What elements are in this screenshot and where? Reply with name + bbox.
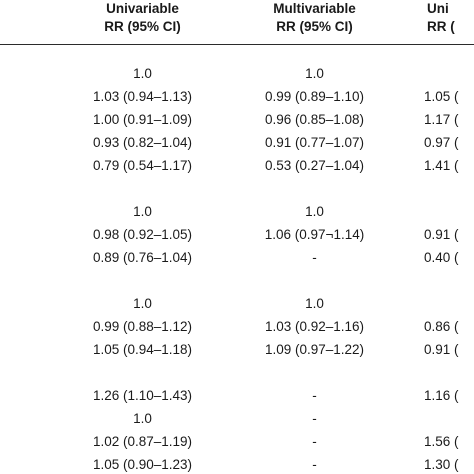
univariable-rr-cell: 1.0 — [133, 66, 152, 81]
third-column-rr-cell: 1.05 ( — [424, 89, 459, 104]
column-header-univariable-subtitle: RR (95% CI) — [104, 19, 181, 34]
univariable-rr-cell: 1.03 (0.94–1.13) — [92, 89, 193, 104]
third-column-rr-cell: 1.17 ( — [424, 112, 459, 127]
header-divider — [0, 44, 474, 45]
multivariable-rr-cell: 1.0 — [305, 204, 324, 219]
multivariable-rr-cell: 0.99 (0.89–1.10) — [264, 89, 365, 104]
univariable-rr-cell: 1.0 — [133, 411, 152, 426]
column-header-univariable: Univariable RR (95% CI) — [60, 0, 225, 36]
univariable-rr-cell: 0.79 (0.54–1.17) — [92, 158, 193, 173]
third-column-rr-cell: 1.56 ( — [424, 434, 459, 449]
multivariable-rr-cell: 1.06 (0.97¬1.14) — [264, 227, 365, 242]
third-column-rr-cell: 0.86 ( — [424, 319, 459, 334]
multivariable-rr-cell: - — [312, 457, 317, 472]
third-column-rr-cell: 0.91 ( — [424, 227, 459, 242]
multivariable-rr-cell: 1.0 — [305, 66, 324, 81]
third-column-rr-cell: 1.16 ( — [424, 388, 459, 403]
univariable-rr-cell: 0.93 (0.82–1.04) — [92, 135, 193, 150]
univariable-rr-cell: 0.99 (0.88–1.12) — [92, 319, 193, 334]
multivariable-rr-cell: 0.91 (0.77–1.07) — [264, 135, 365, 150]
multivariable-rr-cell: 0.96 (0.85–1.08) — [264, 112, 365, 127]
multivariable-rr-cell: 1.09 (0.97–1.22) — [264, 342, 365, 357]
third-column-rr-cell: 0.40 ( — [424, 250, 459, 265]
univariable-rr-cell: 1.05 (0.90–1.23) — [92, 457, 193, 472]
multivariable-rr-cell: - — [312, 411, 317, 426]
univariable-rr-cell: 1.26 (1.10–1.43) — [92, 388, 193, 403]
multivariable-rr-cell: - — [312, 388, 317, 403]
multivariable-rr-cell: - — [312, 250, 317, 265]
univariable-rr-cell: 1.05 (0.94–1.18) — [92, 342, 193, 357]
third-column-rr-cell: 1.41 ( — [424, 158, 459, 173]
column-header-multivariable: Multivariable RR (95% CI) — [232, 0, 397, 36]
multivariable-rr-cell: 1.03 (0.92–1.16) — [264, 319, 365, 334]
multivariable-rr-cell: - — [312, 434, 317, 449]
third-column-rr-cell: 0.91 ( — [424, 342, 459, 357]
column-header-multivariable-subtitle: RR (95% CI) — [276, 19, 353, 34]
univariable-rr-cell: 1.0 — [133, 204, 152, 219]
column-header-univariable-title: Univariable — [106, 1, 179, 16]
multivariable-rr-cell: 0.53 (0.27–1.04) — [264, 158, 365, 173]
column-header-third-subtitle: RR ( — [427, 19, 455, 34]
univariable-rr-cell: 0.98 (0.92–1.05) — [92, 227, 193, 242]
multivariable-rr-cell: 1.0 — [305, 296, 324, 311]
column-header-third: Uni RR ( — [427, 0, 474, 36]
column-header-third-title: Uni — [427, 1, 449, 16]
univariable-rr-cell: 1.0 — [133, 296, 152, 311]
univariable-rr-cell: 1.02 (0.87–1.19) — [92, 434, 193, 449]
univariable-rr-cell: 1.00 (0.91–1.09) — [92, 112, 193, 127]
third-column-rr-cell: 0.97 ( — [424, 135, 459, 150]
column-header-multivariable-title: Multivariable — [273, 1, 356, 16]
third-column-rr-cell: 1.30 ( — [424, 457, 459, 472]
univariable-rr-cell: 0.89 (0.76–1.04) — [92, 250, 193, 265]
